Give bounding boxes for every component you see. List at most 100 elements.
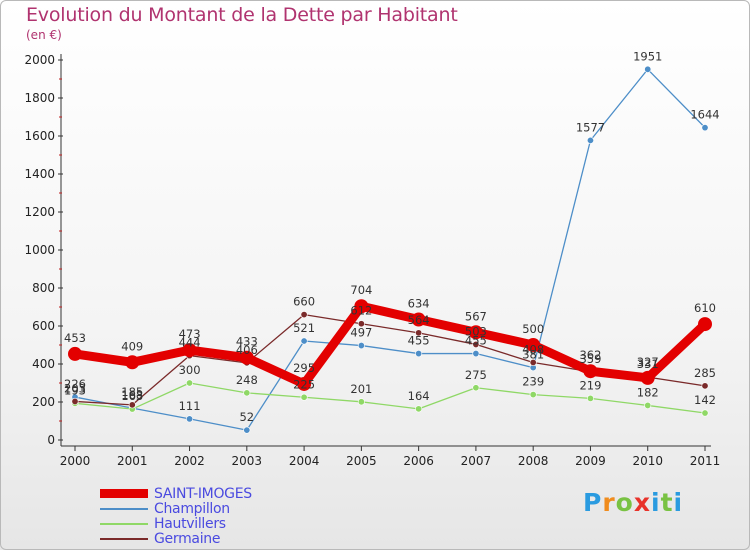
data-point-saint-imoges: [698, 317, 712, 332]
data-point-saint-imoges: [239, 350, 254, 365]
x-tick-label: 2006: [403, 454, 434, 468]
x-tick-label: 2008: [518, 454, 549, 468]
data-point-champillon: [357, 342, 365, 350]
data-point-saint-imoges: [411, 312, 426, 327]
data-label-saint-imoges: 409: [121, 339, 143, 353]
x-tick-label: 2003: [232, 454, 263, 468]
data-point-germaine: [128, 401, 136, 409]
data-point-saint-imoges: [182, 343, 197, 358]
data-label-germaine: 359: [579, 352, 601, 366]
y-tick-label: 400: [32, 357, 55, 371]
legend-label-saint-imoges: SAINT-IMOGES: [154, 485, 252, 502]
y-tick-label: 2000: [24, 53, 55, 67]
data-point-hautvillers: [644, 401, 652, 409]
data-label-saint-imoges: 453: [64, 331, 86, 345]
data-label-champillon: 455: [465, 334, 487, 348]
data-label-champillon: 521: [293, 321, 315, 335]
data-point-germaine: [529, 358, 537, 366]
data-label-germaine: 564: [408, 313, 430, 327]
y-tick-label: 600: [32, 319, 55, 333]
series-line-saint-imoges: [70, 301, 710, 389]
x-tick-label: 2005: [346, 454, 377, 468]
data-label-germaine: 185: [121, 385, 143, 399]
logo-letter: o: [615, 488, 634, 517]
data-label-saint-imoges: 362: [579, 348, 601, 362]
legend-item-germaine: Germaine: [100, 531, 252, 547]
chart-subtitle: (en €): [26, 28, 62, 42]
legend-label-champillon: Champillon: [154, 500, 230, 517]
data-label-champillon: 1577: [576, 120, 605, 134]
data-label-hautvillers: 142: [694, 393, 716, 407]
data-label-saint-imoges: 500: [522, 322, 544, 336]
x-tick-label: 2002: [174, 454, 205, 468]
data-point-hautvillers: [701, 409, 709, 417]
data-point-champillon: [701, 124, 709, 132]
data-label-saint-imoges: 610: [694, 301, 716, 315]
data-label-saint-imoges: 704: [350, 283, 372, 297]
series-line-champillon: [74, 68, 706, 431]
legend: SAINT-IMOGES Champillon Hautvillers Germ…: [100, 485, 252, 547]
data-label-champillon: 168: [121, 388, 143, 402]
chart-title: Evolution du Montant de la Dette par Hab…: [26, 4, 458, 26]
logo-letter: r: [602, 488, 616, 517]
legend-label-hautvillers: Hautvillers: [154, 515, 226, 532]
y-tick-label: 1200: [24, 205, 55, 219]
data-point-champillon: [415, 350, 423, 358]
data-point-champillon: [300, 337, 308, 345]
data-label-germaine: 503: [465, 324, 487, 338]
data-label-germaine: 203: [64, 381, 86, 395]
data-label-germaine: 408: [522, 342, 544, 356]
y-tick-label: 1400: [24, 167, 55, 181]
x-tick-label: 2004: [289, 454, 320, 468]
data-point-germaine: [357, 320, 365, 328]
data-point-champillon: [186, 415, 194, 423]
data-label-germaine: 331: [637, 357, 659, 371]
data-point-champillon: [644, 65, 652, 73]
legend-item-champillon: Champillon: [100, 500, 252, 517]
y-tick-label: 1800: [24, 91, 55, 105]
data-label-champillon: 111: [179, 399, 201, 413]
data-point-germaine: [472, 340, 480, 348]
data-label-champillon: 497: [350, 326, 372, 340]
data-label-champillon: 226: [64, 377, 86, 391]
data-point-hautvillers: [415, 405, 423, 413]
x-tick-label: 2001: [117, 454, 148, 468]
data-label-champillon: 455: [408, 334, 430, 348]
data-point-germaine: [701, 382, 709, 390]
data-label-hautvillers: 163: [121, 389, 143, 403]
x-tick-label: 2000: [60, 454, 91, 468]
y-tick-label: 1000: [24, 243, 55, 257]
data-label-saint-imoges: 295: [293, 361, 315, 375]
proxiti-logo: P r o x i t i: [583, 488, 683, 517]
data-label-hautvillers: 182: [637, 385, 659, 399]
data-point-hautvillers: [357, 398, 365, 406]
data-point-saint-imoges: [125, 355, 140, 370]
data-point-hautvillers: [186, 379, 194, 387]
data-point-hautvillers: [472, 384, 480, 392]
data-label-saint-imoges: 567: [465, 309, 487, 323]
data-label-hautvillers: 239: [522, 375, 544, 389]
data-label-hautvillers: 201: [350, 382, 372, 396]
data-point-hautvillers: [586, 394, 594, 402]
data-point-hautvillers: [300, 393, 308, 401]
data-point-saint-imoges: [526, 338, 541, 352]
data-point-germaine: [415, 329, 423, 337]
data-label-germaine: 660: [293, 295, 315, 309]
data-point-saint-imoges: [297, 376, 312, 391]
legend-swatch-germaine: [100, 537, 148, 540]
data-label-champillon: 52: [239, 410, 254, 424]
x-tick-label: 2011: [690, 454, 721, 468]
axes: 0 200 400 600 800 1000 1200 1400 1600 1800 2000 200…: [24, 53, 720, 468]
series-line-germaine: [74, 313, 706, 406]
x-tick-label: 2007: [461, 454, 492, 468]
data-label-germaine: 285: [694, 366, 716, 380]
legend-item-saint-imoges: SAINT-IMOGES: [100, 485, 252, 502]
logo-letter: t: [660, 488, 674, 517]
data-point-saint-imoges: [640, 370, 655, 385]
logo-letter: x: [633, 488, 651, 517]
y-tick-label: 1600: [24, 129, 55, 143]
logo-letter: i: [651, 488, 661, 517]
x-tick-label: 2009: [575, 454, 606, 468]
legend-swatch-saint-imoges: [100, 489, 148, 498]
